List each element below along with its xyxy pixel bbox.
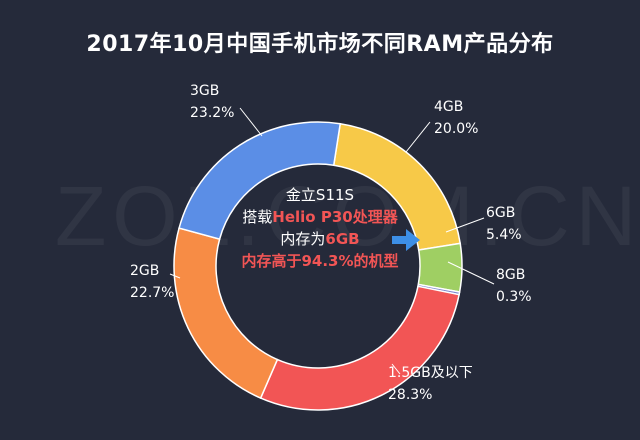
- slice-label-6gb: 6GB 5.4%: [486, 202, 522, 246]
- center-annotation: 金立S11S 搭载Helio P30处理器 内存为6GB 内存高于94.3%的机…: [220, 184, 420, 272]
- chart-title: 2017年10月中国手机市场不同RAM产品分布: [86, 32, 554, 57]
- slice-name: 2GB: [130, 263, 160, 279]
- center-line-3-highlight: 6GB: [325, 230, 360, 248]
- slice-value: 22.7%: [130, 285, 175, 301]
- center-line-3-prefix: 内存为: [280, 230, 326, 248]
- leader-line: [169, 273, 181, 279]
- leader-line: [405, 121, 431, 153]
- slice-value: 0.3%: [496, 289, 532, 305]
- leader-line: [447, 261, 495, 285]
- leader-line: [391, 363, 401, 375]
- slice-label-4gb: 4GB 20.0%: [434, 96, 478, 140]
- slice-value: 28.3%: [388, 387, 433, 403]
- leader-line: [445, 217, 485, 233]
- slice-value: 20.0%: [434, 121, 479, 137]
- leader-line: [239, 107, 263, 137]
- slice-value: 5.4%: [486, 227, 522, 243]
- slice-value: 23.2%: [190, 105, 235, 121]
- slice-name: 1.5GB及以下: [388, 365, 473, 381]
- center-line-2: 搭载Helio P30处理器: [220, 206, 420, 228]
- slice-label-8gb: 8GB 0.3%: [496, 264, 532, 308]
- slice-label-1-5gb: 1.5GB及以下 28.3%: [388, 362, 473, 406]
- slice-name: 4GB: [434, 99, 464, 115]
- center-line-1: 金立S11S: [285, 186, 355, 204]
- center-line-4: 内存高于94.3%的机型: [241, 252, 399, 270]
- slice-name: 6GB: [486, 205, 516, 221]
- center-line-2-highlight: Helio P30处理器: [272, 208, 398, 226]
- donut-slice-3gb: [178, 121, 342, 241]
- slice-name: 3GB: [190, 83, 220, 99]
- slice-label-2gb: 2GB 22.7%: [130, 260, 174, 304]
- donut-slice-6gb: [417, 242, 463, 293]
- arrow-icon: [392, 229, 420, 251]
- center-line-2-prefix: 搭载: [242, 208, 273, 226]
- watermark-logo: ZOL.COM.CN: [55, 169, 640, 263]
- slice-name: 8GB: [496, 267, 526, 283]
- center-line-3: 内存为6GB: [220, 228, 420, 250]
- slice-label-3gb: 3GB 23.2%: [190, 80, 234, 124]
